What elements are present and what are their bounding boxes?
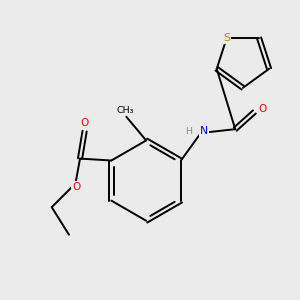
Text: O: O (80, 118, 89, 128)
Text: N: N (200, 127, 208, 136)
Text: O: O (258, 104, 266, 114)
Text: CH₃: CH₃ (117, 106, 134, 115)
Text: O: O (72, 182, 80, 191)
Text: H: H (185, 127, 192, 136)
Text: S: S (223, 33, 230, 43)
